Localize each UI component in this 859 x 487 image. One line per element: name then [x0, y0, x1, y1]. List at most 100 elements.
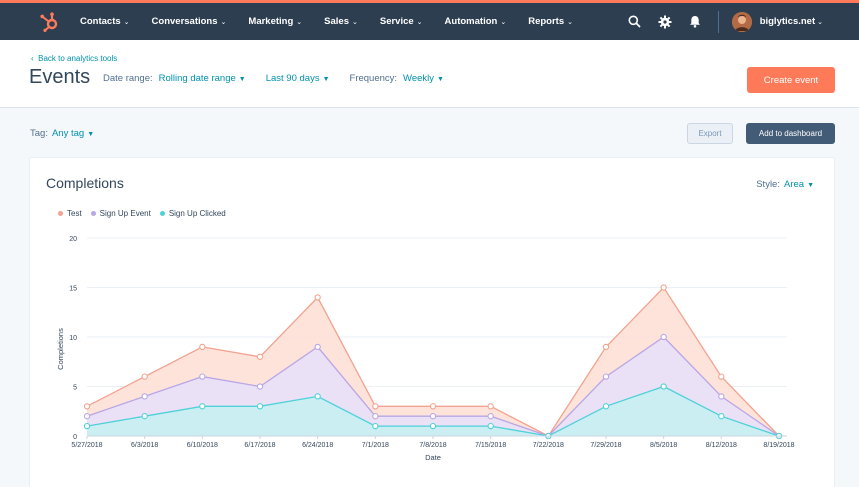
- style-dropdown[interactable]: Style: Area ▼: [756, 179, 814, 190]
- area-2: [87, 386, 779, 436]
- caret-down-icon: ▼: [238, 76, 246, 83]
- legend-label: Test: [67, 209, 82, 218]
- y-axis-title: Completions: [56, 328, 65, 370]
- nav-item-service[interactable]: Service ⌄: [380, 16, 423, 27]
- account-menu[interactable]: biglytics.net ⌄: [760, 16, 823, 27]
- filters: Date range: Rolling date range ▼ Last 90 …: [103, 73, 464, 84]
- data-point: [487, 403, 494, 410]
- nav-item-sales[interactable]: Sales ⌄: [324, 16, 358, 27]
- nav-item-label: Reports: [528, 16, 565, 27]
- data-point: [141, 373, 148, 380]
- style-label: Style:: [756, 179, 780, 190]
- data-point: [372, 422, 379, 430]
- x-tick-label: 8/12/2018: [706, 442, 737, 449]
- card-title: Completions: [46, 175, 124, 191]
- nav-item-automation[interactable]: Automation ⌄: [445, 16, 507, 27]
- data-point: [256, 403, 264, 410]
- data-point: [602, 403, 610, 410]
- data-point: [256, 383, 264, 390]
- x-tick-label: 6/10/2018: [187, 442, 218, 449]
- legend-item[interactable]: Test: [58, 209, 82, 218]
- data-point: [83, 422, 91, 430]
- nav-item-conversations[interactable]: Conversations ⌄: [152, 16, 227, 27]
- nav-item-marketing[interactable]: Marketing ⌄: [248, 16, 302, 27]
- data-point: [602, 343, 610, 351]
- chevron-down-icon: ⌄: [500, 18, 507, 26]
- nav-right: biglytics.net ⌄: [628, 3, 859, 40]
- data-point: [199, 373, 206, 380]
- date-range-dropdown[interactable]: Rolling date range ▼: [159, 73, 246, 84]
- bell-icon[interactable]: [688, 15, 702, 29]
- data-point: [83, 403, 91, 410]
- chevron-down-icon: ⌄: [416, 18, 423, 26]
- x-tick-label: 6/24/2018: [302, 442, 333, 449]
- top-nav: Contacts ⌄ Conversations ⌄ Marketing ⌄ Sales ⌄ S…: [0, 0, 859, 40]
- data-point: [256, 353, 264, 360]
- y-tick-label: 0: [73, 434, 77, 441]
- gear-icon[interactable]: [658, 15, 672, 29]
- nav-item-label: Marketing: [248, 16, 294, 27]
- nav-divider: [717, 10, 719, 33]
- completions-chart: 0 5 10 15 20 5/27/2018 6/3/2018 6/10/2018 6/17/2…: [56, 236, 795, 462]
- data-point: [487, 422, 494, 430]
- date-range-label: Date range:: [103, 73, 153, 84]
- y-tick-label: 20: [69, 236, 77, 243]
- data-point: [718, 413, 725, 420]
- data-point: [602, 373, 610, 380]
- legend-dot: [159, 211, 165, 216]
- caret-down-icon: ▼: [807, 182, 814, 189]
- frequency-label: Frequency:: [349, 73, 398, 84]
- nav-item-label: Service: [379, 16, 414, 27]
- y-tick-label: 10: [69, 335, 77, 342]
- data-point: [199, 343, 206, 351]
- y-tick-label: 15: [69, 286, 77, 293]
- x-tick-label: 6/17/2018: [244, 442, 275, 449]
- caret-down-icon: ▼: [437, 76, 444, 83]
- tag-label: Tag:: [30, 128, 48, 139]
- data-point: [372, 413, 379, 420]
- export-button[interactable]: Export: [687, 123, 733, 144]
- search-icon[interactable]: [628, 15, 642, 29]
- caret-down-icon: ▼: [322, 76, 330, 83]
- legend-label: Sign Up Event: [99, 209, 151, 218]
- create-event-button[interactable]: Create event: [747, 67, 835, 93]
- x-tick-label: 8/19/2018: [763, 442, 794, 449]
- page-header: ‹ Back to analytics tools Events Date ra…: [0, 40, 859, 108]
- nav-item-label: Automation: [444, 16, 498, 27]
- completions-card: Completions Style: Area ▼ Test Sign Up Even…: [29, 157, 835, 487]
- data-point: [314, 393, 321, 400]
- x-tick-label: 7/29/2018: [590, 442, 621, 449]
- tag-value: Any tag: [51, 128, 85, 139]
- data-point: [487, 413, 494, 420]
- back-link[interactable]: ‹ Back to analytics tools: [31, 54, 118, 63]
- avatar[interactable]: [731, 11, 752, 32]
- legend-item[interactable]: Sign Up Event: [90, 209, 151, 218]
- x-tick-label: 8/5/2018: [650, 442, 677, 449]
- style-value: Area: [783, 179, 805, 190]
- chevron-down-icon: ⌄: [220, 18, 227, 26]
- data-point: [718, 373, 725, 380]
- data-point: [314, 294, 321, 301]
- caret-down-icon: ▼: [87, 131, 95, 138]
- period-value: Last 90 days: [265, 73, 320, 84]
- legend-label: Sign Up Clicked: [168, 209, 226, 218]
- add-to-dashboard-button[interactable]: Add to dashboard: [746, 123, 835, 144]
- data-point: [83, 413, 91, 420]
- data-point: [429, 413, 437, 420]
- nav-item-contacts[interactable]: Contacts ⌄: [80, 16, 130, 27]
- tag-filter[interactable]: Tag: Any tag ▼: [30, 128, 94, 139]
- chevron-down-icon: ⌄: [296, 18, 303, 26]
- data-point: [718, 393, 725, 400]
- account-name: biglytics.net: [759, 16, 816, 27]
- legend-item[interactable]: Sign Up Clicked: [159, 209, 226, 218]
- period-dropdown[interactable]: Last 90 days ▼: [266, 73, 330, 84]
- nav-item-label: Contacts: [80, 16, 121, 27]
- hubspot-logo[interactable]: [38, 11, 60, 33]
- nav-menu: Contacts ⌄ Conversations ⌄ Marketing ⌄ Sales ⌄ S…: [80, 3, 595, 40]
- frequency-value: Weekly: [403, 73, 435, 84]
- nav-item-reports[interactable]: Reports ⌄: [528, 16, 573, 27]
- data-point: [429, 403, 437, 410]
- nav-item-label: Conversations: [151, 16, 218, 27]
- frequency-dropdown[interactable]: Weekly ▼: [403, 73, 444, 84]
- data-point: [660, 284, 667, 291]
